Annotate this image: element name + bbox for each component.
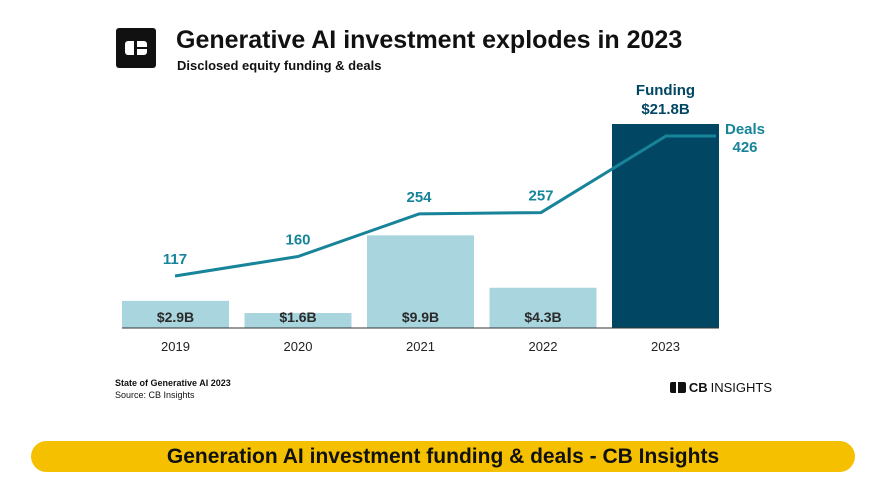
funding-bar-2022 — [489, 287, 597, 328]
deals-line — [174, 134, 716, 278]
x-tick-2023: 2023 — [651, 339, 680, 354]
funding-label-2021: $9.9B — [402, 309, 439, 325]
cb-logo-icon — [116, 28, 156, 68]
caption-banner: Generation AI investment funding & deals… — [31, 441, 855, 472]
cb-insights-logo: CB INSIGHTS — [669, 380, 772, 395]
x-tick-2022: 2022 — [529, 339, 558, 354]
x-tick-2019: 2019 — [161, 339, 190, 354]
funding-bar-2021 — [367, 235, 474, 328]
brand-cb: CB — [688, 380, 708, 395]
caption-text: Generation AI investment funding & deals… — [166, 444, 720, 468]
funding-bar-2023 — [612, 124, 719, 328]
funding-bar-2020 — [244, 313, 352, 328]
source-note: Source: CB Insights — [115, 390, 195, 400]
chart-title: Generative AI investment explodes in 202… — [176, 26, 683, 54]
funding-bar-2019 — [122, 300, 229, 328]
deals-label-2022: 257 — [528, 188, 553, 205]
funding-series-name: Funding — [636, 82, 695, 99]
x-tick-2020: 2020 — [284, 339, 313, 354]
report-title: State of Generative AI 2023 — [115, 378, 231, 388]
deals-label-2023: 426 — [732, 139, 757, 156]
deals-series-name: Deals — [725, 121, 765, 138]
funding-label-2023: $21.8B — [641, 101, 690, 118]
chart-subtitle: Disclosed equity funding & deals — [177, 58, 382, 73]
deals-label-2019: 117 — [163, 251, 187, 268]
x-tick-2021: 2021 — [406, 339, 435, 354]
cb-mark-icon — [669, 382, 686, 393]
funding-label-2020: $1.6B — [279, 309, 316, 325]
deals-label-2020: 160 — [285, 232, 310, 249]
deals-label-2021: 254 — [406, 189, 432, 206]
funding-label-2019: $2.9B — [157, 309, 194, 325]
brand-insights: INSIGHTS — [710, 380, 772, 395]
funding-label-2022: $4.3B — [524, 309, 561, 325]
